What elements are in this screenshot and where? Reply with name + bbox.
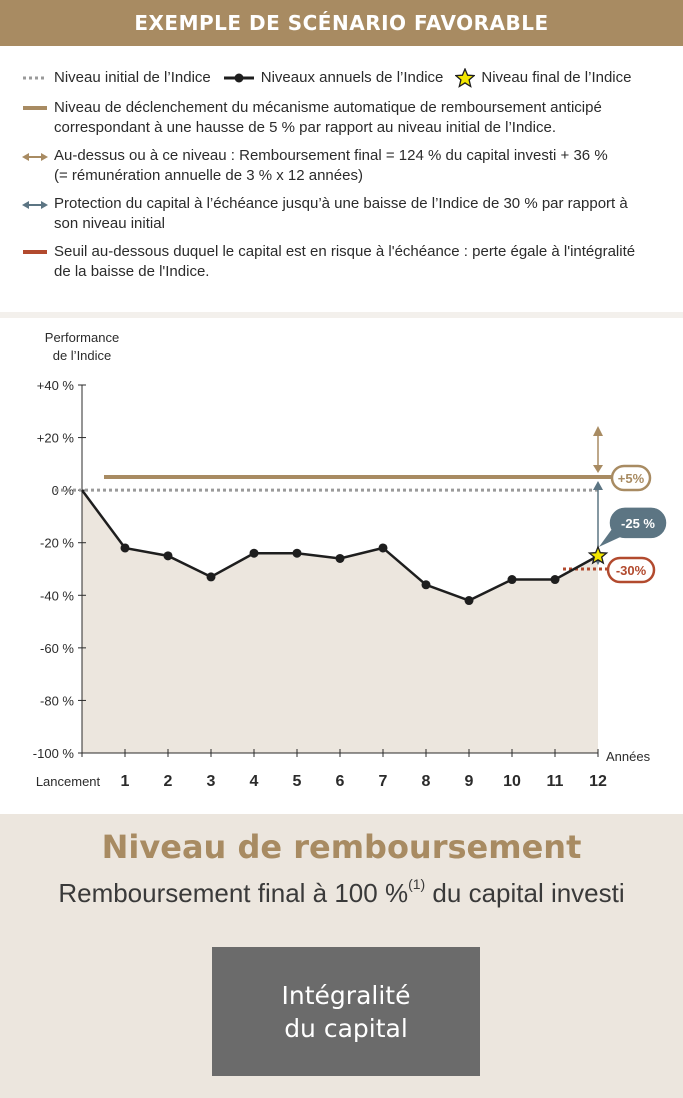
banner-title: EXEMPLE DE SCÉNARIO FAVORABLE	[134, 11, 549, 35]
data-point	[378, 543, 388, 553]
final-point-star	[587, 545, 609, 565]
red-line-icon	[23, 250, 47, 254]
y-tick-label: -60 %	[40, 641, 74, 656]
area-fill	[82, 490, 598, 753]
line-marker-icon	[223, 73, 254, 83]
y-tick-label: +20 %	[37, 431, 75, 446]
data-point	[507, 575, 517, 585]
blue-double-arrow-icon	[22, 201, 48, 209]
trigger-badge: +5%	[610, 464, 652, 492]
data-point	[292, 548, 302, 558]
legend-row-main: Niveau initial de l’Indice Niveaux annue…	[22, 66, 662, 90]
data-point	[120, 543, 130, 553]
data-point	[464, 596, 474, 606]
data-point	[163, 551, 173, 561]
legend-label-final: Niveau final de l’Indice	[481, 69, 632, 86]
legend-above-line2: (= rémunération annuelle de 3 % x 12 ann…	[54, 167, 363, 184]
trigger-badge-label: +5%	[618, 471, 645, 486]
capital-box-text: Intégralité du capital	[281, 980, 411, 1043]
chart-separator	[0, 312, 683, 318]
gold-line-icon	[23, 106, 47, 110]
x-tick-label: 2	[164, 773, 173, 790]
x-axis-title: Années	[606, 749, 651, 764]
legend-threshold-line2: de la baisse de l'Indice.	[54, 263, 210, 280]
y-tick-label: -40 %	[40, 588, 74, 603]
repayment-subtitle: Remboursement final à 100 %(1) du capita…	[0, 876, 683, 909]
x-tick-label: 11	[547, 773, 564, 790]
legend-item-initial: Niveau initial de l’Indice	[22, 68, 211, 88]
legend-item-threshold: Seuil au-dessous duquel le capital est e…	[22, 242, 662, 282]
x-tick-label: 8	[422, 773, 431, 790]
scenario-banner: EXEMPLE DE SCÉNARIO FAVORABLE	[0, 0, 683, 46]
y-tick-label: +40 %	[37, 378, 75, 393]
legend-item-protection: Protection du capital à l’échéance jusqu…	[22, 194, 662, 234]
legend-label-initial: Niveau initial de l’Indice	[54, 69, 211, 86]
x-tick-label: 3	[207, 773, 216, 790]
protection-badge-label: -30%	[616, 563, 647, 578]
x-tick-label: 9	[465, 773, 474, 790]
dotted-line-icon	[23, 76, 47, 80]
protection-badge: -30%	[606, 556, 656, 584]
legend-item-final: Niveau final de l’Indice	[455, 68, 631, 88]
y-axis-label-line2: de l’Indice	[53, 348, 112, 363]
final-value-badge: -25 %	[599, 507, 667, 547]
repayment-subtitle-end: du capital investi	[425, 878, 625, 908]
legend-above-line1: Au-dessus ou à ce niveau : Remboursement…	[54, 147, 608, 164]
protection-badge-shape	[606, 556, 656, 584]
x-tick-label: 7	[379, 773, 388, 790]
legend-item-above: Au-dessus ou à ce niveau : Remboursement…	[22, 146, 662, 186]
x-tick-label: 12	[589, 773, 607, 790]
x-tick-label: 5	[293, 773, 302, 790]
legend-protection-line1: Protection du capital à l’échéance jusqu…	[54, 195, 628, 212]
legend-label-annual: Niveaux annuels de l’Indice	[260, 69, 444, 86]
chart-area: Performance de l’Indice +40 %+20 %0 %-20…	[0, 318, 683, 814]
x-tick-label: Lancement	[36, 774, 101, 789]
protection-arrow-head-up	[593, 481, 603, 490]
legend-item-trigger: Niveau de déclenchement du mécanisme aut…	[22, 98, 662, 138]
legend-item-annual: Niveaux annuels de l’Indice	[223, 68, 444, 88]
final-value-badge-shape	[609, 507, 667, 539]
y-tick-label: -100 %	[33, 746, 75, 761]
y-tick-label: -20 %	[40, 536, 74, 551]
chart-legend: Niveau initial de l’Indice Niveaux annue…	[22, 66, 662, 282]
y-axis-label-line1: Performance	[45, 330, 119, 345]
x-tick-label: 10	[503, 773, 521, 790]
repayment-subtitle-main: Remboursement final à 100 %	[58, 878, 409, 908]
repayment-title: Niveau de remboursement	[101, 828, 582, 866]
data-point	[335, 553, 345, 563]
x-tick-label: 4	[250, 773, 259, 790]
data-point	[550, 575, 560, 585]
above-arrow-head-up	[593, 426, 603, 436]
data-point	[206, 572, 216, 582]
gold-double-arrow-icon	[22, 153, 48, 161]
footnote-ref: (1)	[408, 876, 426, 892]
legend-trigger-line1: Niveau de déclenchement du mécanisme aut…	[54, 99, 602, 116]
final-value-badge-label: -25 %	[621, 516, 655, 531]
legend-threshold-line1: Seuil au-dessous duquel le capital est e…	[54, 243, 636, 260]
performance-chart: Performance de l’Indice +40 %+20 %0 %-20…	[33, 330, 667, 790]
trigger-badge-shape	[610, 464, 652, 492]
data-point	[421, 580, 431, 590]
x-tick-label: 1	[121, 773, 130, 790]
legend-trigger-line2: correspondant à une hausse de 5 % par ra…	[54, 119, 556, 136]
capital-box: Intégralité du capital	[212, 947, 480, 1076]
x-tick-label: 6	[336, 773, 345, 790]
legend-protection-line2: son niveau initial	[54, 215, 165, 232]
star-icon	[455, 68, 476, 88]
above-arrow-head-down	[593, 465, 603, 473]
data-point	[249, 548, 259, 558]
y-tick-label: -80 %	[40, 693, 74, 708]
